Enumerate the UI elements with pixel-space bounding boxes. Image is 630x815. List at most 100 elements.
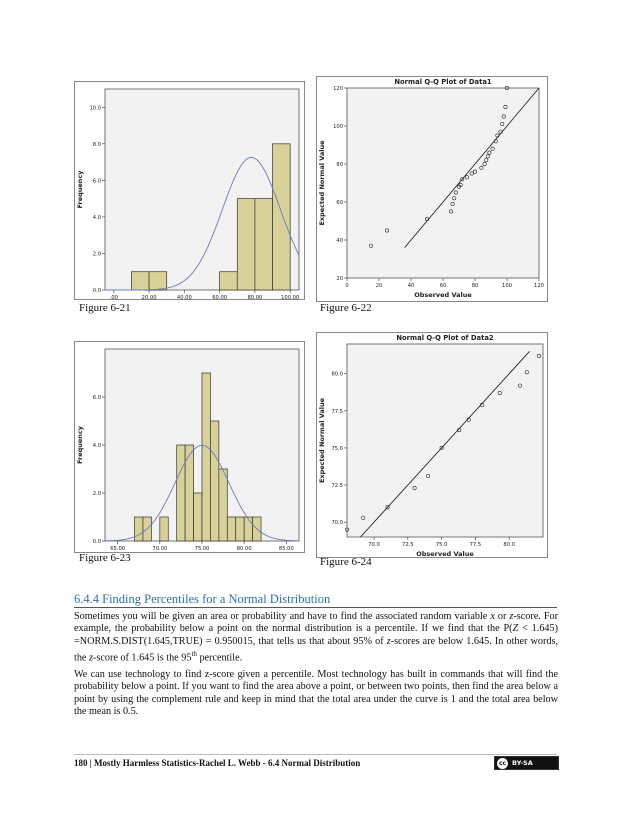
y-tick-label: 75.0 (331, 446, 343, 452)
figure-caption-6-21: Figure 6-21 (79, 302, 131, 314)
y-tick-label: 6.0 (93, 395, 101, 401)
x-tick-label: 77.5 (470, 542, 482, 548)
y-tick-label: 2.0 (93, 491, 101, 497)
data-point (503, 104, 508, 109)
x-tick-label: 40 (408, 283, 415, 289)
data-point (518, 383, 523, 388)
data-point (452, 196, 457, 201)
data-point (368, 243, 373, 248)
x-tick-label: 100.00 (281, 295, 299, 300)
data-point (479, 165, 484, 170)
x-tick-label: .00 (110, 295, 118, 300)
data-point (412, 486, 417, 491)
x-tick-label: 60 (440, 283, 447, 289)
x-tick-label: 20 (376, 283, 383, 289)
x-tick-label: 80.00 (247, 295, 262, 300)
x-tick-label: 80 (472, 283, 479, 289)
histogram-bar (193, 492, 203, 542)
data-point (426, 474, 431, 479)
x-tick-label: 100 (502, 283, 512, 289)
data-point (524, 370, 529, 375)
section-heading: 6.4.4 Finding Percentiles for a Normal D… (74, 592, 331, 606)
x-tick-label: 85.00 (279, 546, 294, 552)
data-point (465, 175, 470, 180)
histogram-bar (254, 198, 273, 291)
y-tick-label: 0.0 (93, 539, 101, 545)
data-point (449, 209, 454, 214)
figure-caption-6-22: Figure 6-22 (320, 302, 372, 314)
y-tick-label: 4.0 (93, 443, 101, 449)
histogram-figure-6-21: 0.0 2.0 4.0 6.0 8.0 10.0 .00 20.00 40.00 60.00 80.… (74, 81, 305, 300)
data-point (536, 353, 541, 358)
x-tick-label: 0 (345, 283, 348, 289)
data-point (493, 139, 498, 144)
data-point (473, 169, 478, 174)
y-tick-label: 4.0 (93, 215, 101, 221)
y-tick-label: 6.0 (93, 178, 101, 184)
qq-plot-figure-6-24: 70.0 72.5 75.0 77.5 80.0 70.0 72.5 75.0 77.5 80.0… (316, 332, 548, 558)
data-point (460, 177, 465, 182)
data-point (495, 133, 500, 138)
x-tick-label: 120 (534, 283, 544, 289)
histogram-bar (201, 372, 211, 542)
paragraph-technology: We can use technology to find z-score gi… (74, 669, 558, 718)
y-tick-label: 0.0 (93, 288, 101, 294)
data-point (484, 158, 489, 163)
data-point (487, 150, 492, 155)
footer-text: 180 | Mostly Harmless Statistics-Rachel … (74, 758, 361, 768)
chart-title: Normal Q-Q Plot of Data2 (396, 334, 494, 342)
y-tick-label: 80.0 (331, 372, 343, 378)
y-tick-label: 2.0 (93, 251, 101, 257)
histogram-bar (236, 198, 256, 291)
x-tick-label: 65.00 (110, 546, 125, 552)
y-axis-label: Frequency (76, 170, 84, 209)
x-tick-label: 70.00 (152, 546, 167, 552)
histogram-bar (134, 516, 144, 542)
x-axis-label: Observed Value (414, 291, 472, 299)
figure-caption-6-23: Figure 6-23 (79, 552, 131, 564)
x-axis-label: Observed Value (416, 550, 474, 558)
x-tick-label: 40.00 (177, 295, 192, 300)
data-point (480, 402, 485, 407)
y-tick-label: 8.0 (93, 142, 101, 148)
figure-caption-6-24: Figure 6-24 (320, 556, 372, 568)
data-point (458, 182, 463, 187)
y-axis-label: Expected Normal Value (318, 140, 326, 226)
data-point (466, 417, 471, 422)
histogram-bar (159, 516, 169, 542)
data-point (450, 201, 455, 206)
y-tick-label: 77.5 (331, 409, 343, 415)
x-tick-label: 80.00 (237, 546, 252, 552)
histogram-bar (226, 516, 237, 542)
histogram-bar (176, 444, 186, 542)
y-tick-label: 80 (336, 162, 343, 168)
y-tick-label: 120 (333, 86, 343, 92)
y-tick-label: 60 (336, 200, 343, 206)
data-point (482, 162, 487, 167)
data-point (439, 445, 444, 450)
data-point (490, 146, 495, 151)
paragraph-percentiles-intro: Sometimes you will be given an area or p… (74, 611, 558, 664)
cc-icon: cc (497, 757, 508, 769)
data-point (453, 190, 458, 195)
chart-title: Normal Q-Q Plot of Data1 (394, 78, 492, 86)
x-tick-label: 60.00 (212, 295, 227, 300)
footer-rule (74, 754, 557, 755)
y-tick-label: 72.5 (331, 483, 343, 489)
x-tick-label: 70.0 (368, 542, 380, 548)
data-point (500, 122, 505, 127)
data-point (469, 171, 474, 176)
data-point (501, 114, 506, 119)
y-tick-label: 70.0 (331, 520, 343, 526)
heading-rule (74, 607, 557, 608)
data-point (361, 515, 366, 520)
y-tick-label: 40 (336, 238, 343, 244)
histogram-bar (235, 516, 245, 542)
y-tick-label: 10.0 (89, 105, 101, 111)
histogram-figure-6-23: 0.0 2.0 4.0 6.0 65.00 70.00 75.00 80.00 85.00 Fre… (74, 341, 305, 553)
histogram-bar (218, 468, 228, 542)
plot-area (346, 87, 540, 279)
histogram-bar (219, 271, 238, 291)
data-point (344, 527, 349, 532)
cc-by-sa-badge: cc BY-SA (494, 756, 559, 770)
